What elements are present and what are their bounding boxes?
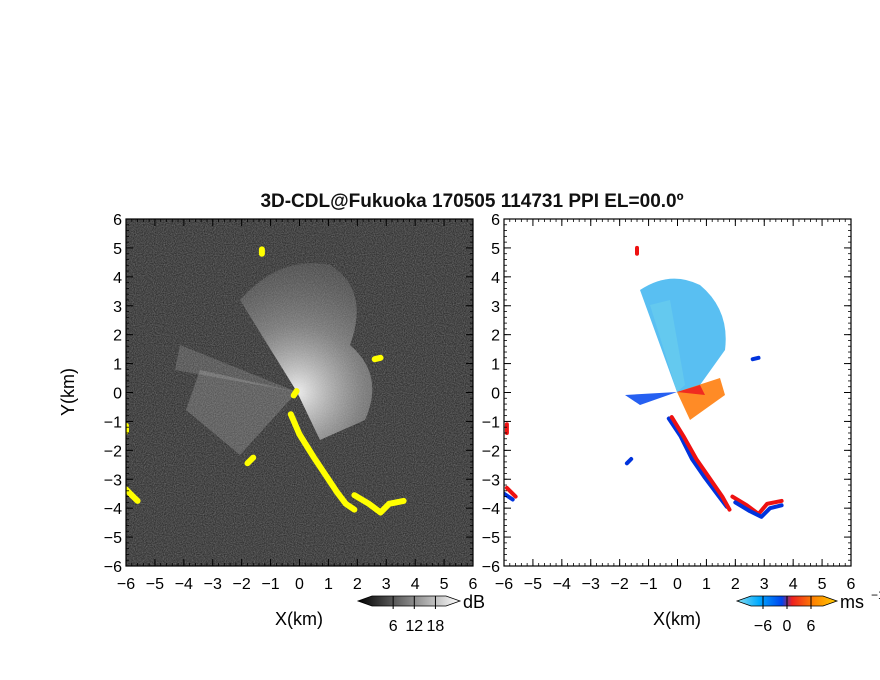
x-tick-label: −1 (261, 576, 279, 593)
y-tick-label: 0 (491, 386, 500, 403)
velocity-plume-inner (650, 300, 685, 392)
y-tick-label: −6 (482, 559, 500, 576)
x-tick-label: 4 (789, 576, 798, 593)
velocity-colorbar: −6 06 ms −1 (735, 588, 880, 635)
reflectivity-x-axis-label: X(km) (275, 609, 323, 629)
y-tick-label: 6 (113, 212, 122, 229)
reflectivity-highlights (126, 246, 407, 516)
reflectivity-panel: −6 −5 −4 −3 −2 −1 0 1 2 3 4 5 6 −6 −5 −4 −3 −2 −1 0 1 2 3 4 5 6 X… (58, 212, 478, 629)
x-tick-label: 3 (382, 576, 391, 593)
y-tick-label: −4 (482, 501, 500, 518)
x-tick-label: −3 (204, 576, 222, 593)
colorbar-tick-label: 0 (783, 618, 792, 635)
velocity-track (669, 415, 732, 512)
velocity-axes: −6 −5 −4 −3 −2 −1 0 1 2 3 4 5 6 −6 −5 −4 −3 −2 −1 0 1 2 3 4 5 6 (482, 212, 856, 593)
velocity-track (624, 457, 634, 466)
x-tick-label: −5 (524, 576, 542, 593)
echo-highlight-track (244, 454, 257, 467)
y-tick-label: −3 (482, 472, 500, 489)
velocity-west-blue (625, 392, 677, 405)
x-tick-label: −6 (117, 576, 135, 593)
colorbar-tick-label: 18 (427, 618, 445, 635)
colorbar-tick-label: 6 (807, 618, 816, 635)
x-tick-label: −4 (175, 576, 193, 593)
x-tick-label: 6 (847, 576, 856, 593)
y-tick-label: 1 (113, 357, 122, 374)
y-tick-label: 2 (113, 328, 122, 345)
colorbar-unit-exponent: −1 (871, 588, 880, 602)
echo-highlight-track (351, 492, 407, 516)
y-tick-label: 4 (491, 270, 500, 287)
plume-north (240, 263, 373, 440)
y-tick-label: −4 (104, 501, 122, 518)
y-tick-label: −5 (104, 530, 122, 547)
velocity-track (750, 355, 761, 362)
plume-northwest (175, 345, 297, 392)
x-tick-label: −2 (233, 576, 251, 593)
echo-highlight-track (371, 354, 384, 363)
echo-highlight-track (126, 486, 141, 504)
velocity-panel: −6 −5 −4 −3 −2 −1 0 1 2 3 4 5 6 −6 −5 −4 −3 −2 −1 0 1 2 3 4 5 6 X… (482, 212, 856, 629)
reflectivity-colorbar: 6 12 18 dB (356, 592, 485, 635)
colorbar-tick-label: 12 (405, 618, 423, 635)
x-tick-label: −4 (553, 576, 571, 593)
y-tick-label: 5 (491, 241, 500, 258)
colorbar-unit: ms (840, 592, 864, 612)
x-tick-label: 2 (731, 576, 740, 593)
y-tick-label: −1 (482, 414, 500, 431)
velocity-x-axis-label: X(km) (653, 609, 701, 629)
velocity-track (666, 416, 729, 509)
reflectivity-axes: −6 −5 −4 −3 −2 −1 0 1 2 3 4 5 6 −6 −5 −4 −3 −2 −1 0 1 2 3 4 5 6 (104, 212, 478, 593)
x-tick-label: 0 (295, 576, 304, 593)
plume-west (186, 370, 297, 455)
y-tick-label: 4 (113, 270, 122, 287)
x-tick-label: 3 (760, 576, 769, 593)
velocity-east-red (677, 385, 705, 395)
y-tick-label: 1 (491, 357, 500, 374)
y-tick-label: −3 (104, 472, 122, 489)
reflectivity-y-axis-label: Y(km) (58, 368, 78, 416)
y-tick-label: 0 (113, 386, 122, 403)
y-tick-label: −2 (482, 443, 500, 460)
colorbar-tick-label: −6 (754, 618, 772, 635)
echo-highlight-track (290, 388, 300, 399)
y-tick-label: −1 (104, 414, 122, 431)
y-tick-label: 3 (491, 299, 500, 316)
x-tick-label: 1 (324, 576, 333, 593)
x-tick-label: −1 (639, 576, 657, 593)
y-tick-label: 3 (113, 299, 122, 316)
y-tick-label: −6 (104, 559, 122, 576)
velocity-track (504, 485, 518, 499)
y-tick-label: −5 (482, 530, 500, 547)
x-tick-label: 5 (440, 576, 449, 593)
x-tick-label: −3 (582, 576, 600, 593)
y-tick-label: 5 (113, 241, 122, 258)
reflectivity-plume (175, 263, 373, 455)
x-tick-label: 0 (673, 576, 682, 593)
velocity-track (504, 491, 515, 502)
velocity-track (733, 500, 784, 519)
velocity-tracks (504, 245, 784, 519)
colorbar-unit: dB (463, 592, 485, 612)
x-tick-label: −6 (495, 576, 513, 593)
velocity-plume (625, 278, 726, 420)
x-tick-label: 1 (702, 576, 711, 593)
x-tick-label: 4 (411, 576, 420, 593)
x-tick-label: 2 (353, 576, 362, 593)
figure-title: 3D-CDL@Fukuoka 170505 114731 PPI EL=00.0… (260, 191, 683, 212)
x-tick-label: −5 (146, 576, 164, 593)
echo-highlight-track (287, 411, 358, 513)
x-tick-label: 5 (818, 576, 827, 593)
y-tick-label: 2 (491, 328, 500, 345)
y-tick-label: 6 (491, 212, 500, 229)
colorbar-tick-label: 6 (389, 618, 398, 635)
y-tick-label: −2 (104, 443, 122, 460)
x-tick-label: −2 (611, 576, 629, 593)
x-tick-label: 6 (469, 576, 478, 593)
colorbar-bar (356, 595, 462, 607)
